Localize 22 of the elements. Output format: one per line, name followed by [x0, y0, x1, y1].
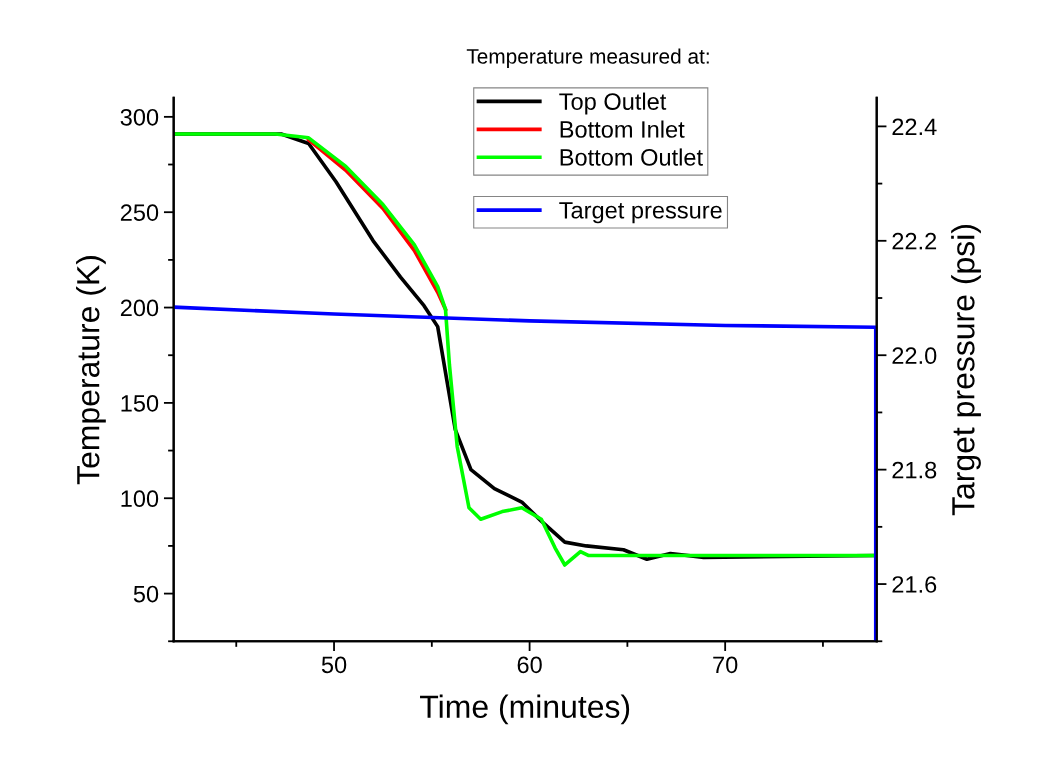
y-tick-label: 100 [121, 490, 159, 508]
y2-tick-label: 22.2 [892, 232, 937, 250]
legend-label: Target pressure [559, 202, 722, 224]
y2-tick-label: 22.4 [892, 118, 937, 135]
y2-tick-label: 21.6 [892, 576, 937, 593]
y-tick-label: 300 [120, 108, 159, 126]
y-tick-label: 150 [121, 394, 159, 412]
y2-tick-label: 22.0 [892, 347, 937, 365]
legend-title: Temperature measured at: [466, 48, 709, 68]
y-tick-label: 200 [120, 299, 159, 317]
legend-label: Bottom Inlet [560, 120, 685, 138]
x-tick-label: 60 [517, 656, 542, 674]
legend-label: Bottom Outlet [560, 148, 703, 166]
y-tick-label: 50 [133, 585, 159, 603]
y-tick-label: 250 [120, 204, 159, 221]
y2-tick-label: 21.8 [892, 461, 937, 479]
x-tick-label: 70 [713, 656, 738, 674]
x-axis-title: Time (minutes) [420, 694, 630, 725]
y2-axis-title: Target pressure (psi) [951, 225, 981, 516]
y-axis-title: Temperature (K) [76, 256, 106, 485]
x-tick-label: 50 [321, 656, 347, 674]
legend-label: Top Outlet [559, 92, 667, 115]
